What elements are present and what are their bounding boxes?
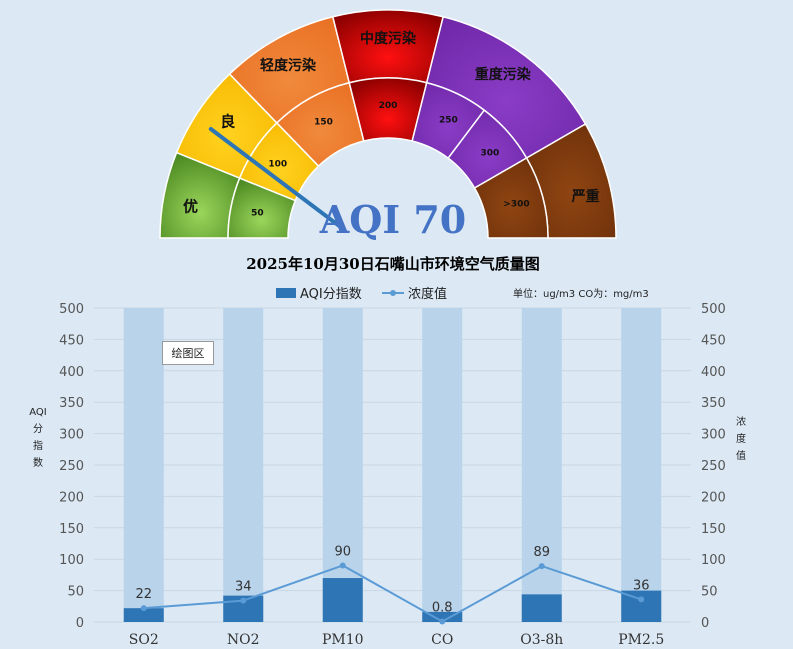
y-left-title: AQI 分指数 — [29, 407, 47, 469]
y-left-tick-label: 250 — [59, 459, 84, 474]
y-right-tick-label: 200 — [701, 490, 726, 505]
plot-area: 0 50 100 150 200 250 300 350 400 450 500 0 50 100 150 2… — [29, 302, 746, 648]
y-left-tick-label: 350 — [59, 396, 84, 411]
gauge-level-label-zhongdu-heavy: 重度污染 — [475, 66, 532, 83]
y-right-tick-label: 450 — [701, 333, 726, 348]
x-category-label: SO2 — [129, 632, 159, 648]
plot-area-tooltip: 绘图区 — [162, 341, 214, 365]
y-right-tick-label: 0 — [701, 616, 709, 631]
x-category-label: PM10 — [322, 632, 364, 648]
x-category-label: O3-8h — [520, 632, 563, 648]
y-right-tick-label: 250 — [701, 459, 726, 474]
chart-title: 2025年10月30日石嘴山市环境空气质量图 — [246, 255, 540, 273]
y-left-tick-label: 50 — [67, 585, 84, 600]
background-bar — [322, 308, 363, 622]
y-left-tick-label: 400 — [59, 365, 84, 380]
concentration-value-label: 90 — [334, 544, 351, 559]
y-left-tick-label: 100 — [59, 553, 84, 568]
gauge-level-label-liang: 良 — [220, 113, 235, 131]
concentration-value-label: 89 — [533, 545, 550, 560]
aqi-bar-o3-8h — [521, 594, 562, 622]
y-right-tick-label: 400 — [701, 365, 726, 380]
y-left-tick-label: 0 — [76, 616, 84, 631]
concentration-point — [140, 605, 147, 612]
unit-note: 单位：ug/m3 CO为：mg/m3 — [513, 287, 649, 300]
y-left-tick-label: 450 — [59, 333, 84, 348]
aqi-value-label: AQI 70 — [319, 197, 466, 242]
concentration-point — [339, 562, 346, 569]
y-right-tick-label: 300 — [701, 428, 726, 443]
concentration-line — [143, 564, 642, 623]
y-right-tick-label: 500 — [701, 302, 726, 317]
gauge-tick-label: 150 — [314, 118, 333, 128]
legend: AQI分指数 浓度值 — [276, 286, 447, 302]
background-bar — [422, 308, 463, 622]
gauge-tick-label: 250 — [439, 115, 458, 125]
gauge-level-label-zhongdu: 中度污染 — [360, 30, 417, 47]
y-right-tick-label: 100 — [701, 553, 726, 568]
y-left-tick-label: 200 — [59, 490, 84, 505]
concentration-value-label: 22 — [135, 587, 152, 602]
aqi-bar-pm10 — [322, 578, 363, 622]
y-left-tick-label: 150 — [59, 522, 84, 537]
y-left-tick-label: 300 — [59, 428, 84, 443]
gauge-tick-label: 300 — [480, 149, 499, 159]
gauge-tick-label: 100 — [268, 160, 287, 170]
gauge-tick-label: 50 — [251, 209, 264, 219]
y-right-tick-label: 150 — [701, 522, 726, 537]
x-category-label: PM2.5 — [618, 632, 664, 648]
y-left-tick-label: 500 — [59, 302, 84, 317]
background-bar — [621, 308, 662, 622]
x-category-label: NO2 — [227, 632, 260, 648]
concentration-value-label: 0.8 — [432, 600, 453, 615]
concentration-value-label: 36 — [633, 578, 650, 593]
gauge-tick-segment-7 — [473, 156, 549, 239]
aqi-bar-so2 — [123, 608, 164, 622]
legend-bar-label: AQI分指数 — [300, 287, 362, 302]
concentration-point — [538, 563, 545, 570]
concentration-point — [439, 618, 446, 625]
gauge-tick-label: 200 — [379, 101, 398, 111]
x-category-label: CO — [431, 632, 453, 648]
y-right-tick-label: 350 — [701, 396, 726, 411]
gauge-level-label-yanzhong: 严重 — [571, 188, 600, 205]
y-right-tick-label: 50 — [701, 585, 718, 600]
concentration-value-label: 34 — [235, 580, 252, 595]
background-bar — [223, 308, 264, 622]
background-bar — [123, 308, 164, 622]
y-right-title: 浓度值 — [736, 416, 746, 462]
aqi-bar-co — [422, 611, 463, 622]
legend-line-marker — [390, 290, 396, 296]
concentration-point — [240, 597, 247, 604]
gauge-level-label-qingdu: 轻度污染 — [260, 57, 317, 74]
gauge-level-label-you: 优 — [183, 198, 198, 216]
gauge-tick-label: >300 — [503, 200, 529, 210]
gauge-needle — [208, 127, 344, 230]
concentration-point — [638, 596, 645, 603]
legend-bar-swatch — [276, 288, 296, 298]
legend-line-label: 浓度值 — [408, 286, 447, 302]
